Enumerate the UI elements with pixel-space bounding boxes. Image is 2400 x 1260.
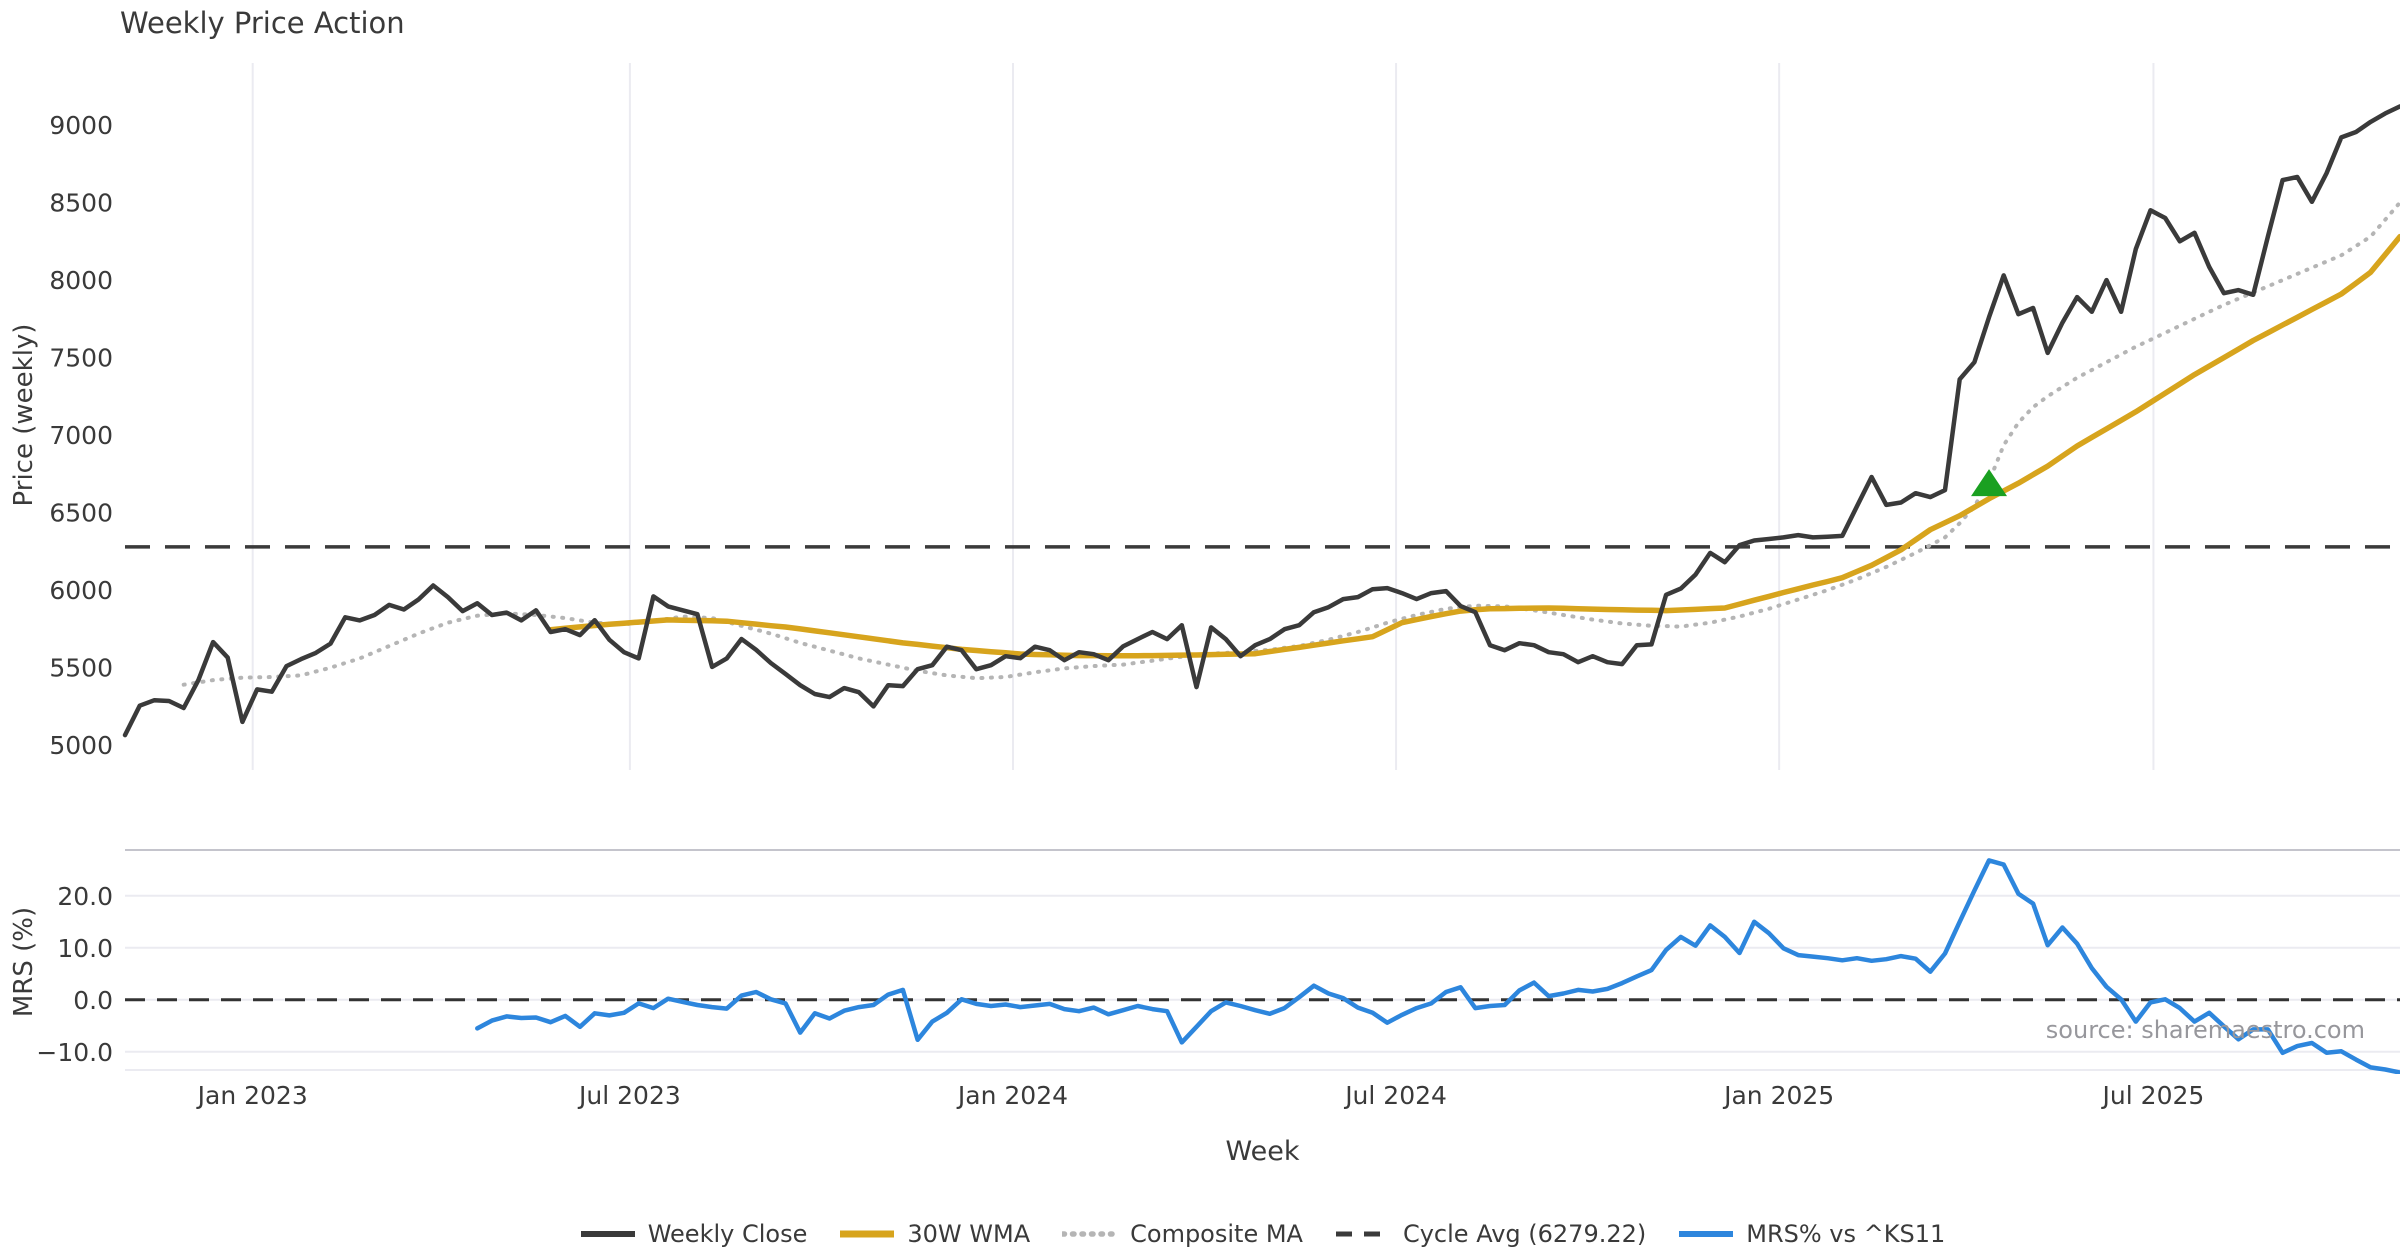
mrs-line (475, 858, 2400, 1074)
legend-item: Composite MA (1062, 1220, 1303, 1248)
mrs-tick-label: 20.0 (57, 882, 113, 911)
legend-label: Cycle Avg (6279.22) (1402, 1220, 1647, 1248)
legend-item: Weekly Close (580, 1220, 808, 1248)
price-tick-label: 5000 (49, 731, 113, 760)
price-tick-label: 8500 (49, 189, 113, 218)
legend-label: MRS% vs ^KS11 (1746, 1220, 1946, 1248)
x-axis-label: Week (1225, 1136, 1300, 1167)
weekly-close-line (122, 104, 2400, 738)
source-note: source: sharemaestro.com (2045, 1016, 2365, 1044)
price-tick-label: 6500 (49, 499, 113, 528)
x-tick-label: Jul 2023 (577, 1081, 681, 1110)
price-axis-label: Price (weekly) (9, 323, 39, 507)
legend-label: Weekly Close (647, 1220, 808, 1248)
legend: Weekly Close 30W WMA Composite MA Cycle Avg… (125, 1220, 2400, 1248)
legend-item: Cycle Avg (6279.22) (1335, 1220, 1646, 1248)
mrs-tick-label: 0.0 (73, 986, 113, 1015)
price-tick-label: 5500 (49, 654, 113, 683)
legend-swatch-icon (580, 1231, 635, 1237)
legend-swatch-icon (840, 1230, 895, 1238)
legend-label: 30W WMA (907, 1220, 1031, 1248)
price-tick-label: 9000 (49, 111, 113, 140)
x-tick-label: Jan 2024 (956, 1081, 1068, 1110)
legend-item: MRS% vs ^KS11 (1678, 1220, 1945, 1248)
legend-item: 30W WMA (839, 1220, 1030, 1248)
mrs-tick-label: 10.0 (57, 934, 113, 963)
price-tick-label: 7000 (49, 421, 113, 450)
mrs-axis-label: MRS (%) (9, 906, 39, 1018)
buy-signal-triangle-icon (1971, 469, 2008, 497)
price-tick-label: 8000 (49, 266, 113, 295)
composite-ma-line (181, 200, 2400, 687)
x-tick-label: Jan 2025 (1722, 1081, 1834, 1110)
chart-title: Weekly Price Action (120, 6, 405, 40)
mrs-tick-label: −10.0 (36, 1038, 113, 1067)
legend-label: Composite MA (1130, 1220, 1303, 1248)
x-tick-label: Jan 2023 (196, 1081, 308, 1110)
price-tick-label: 7500 (49, 344, 113, 373)
x-tick-label: Jul 2025 (2101, 1081, 2205, 1110)
legend-swatch-icon (1062, 1231, 1119, 1237)
price-tick-label: 6000 (49, 576, 113, 605)
x-tick-label: Jul 2024 (1343, 1081, 1447, 1110)
legend-swatch-icon (1335, 1231, 1390, 1237)
legend-swatch-icon (1679, 1231, 1734, 1237)
